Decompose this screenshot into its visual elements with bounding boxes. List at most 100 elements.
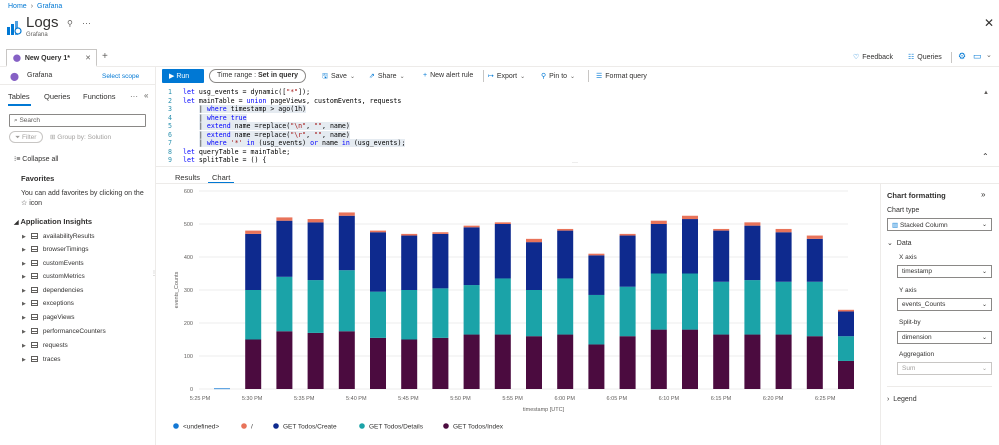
x-axis-select[interactable]: timestamp ⌄: [897, 265, 992, 278]
layout-icon[interactable]: ▭: [973, 51, 982, 61]
filter-button[interactable]: ⏷ Filter: [9, 131, 43, 143]
table-item[interactable]: ▶ browserTimings: [22, 246, 89, 253]
line-number: 5: [168, 122, 172, 130]
y-axis-title: events_Counts: [174, 271, 180, 308]
collapse-all-button[interactable]: ⁝≡ Collapse all: [14, 156, 59, 163]
more-icon[interactable]: ···: [82, 18, 91, 28]
scroll-up-icon[interactable]: ▲: [983, 90, 989, 96]
table-item[interactable]: ▶ dependencies: [22, 287, 84, 294]
save-button[interactable]: 🖫 Save ⌄: [322, 73, 355, 80]
bar-segment: [650, 273, 667, 330]
bar-segment: [432, 233, 449, 289]
bar-segment: [338, 215, 355, 271]
share-button[interactable]: ⇗ Share ⌄: [369, 73, 405, 80]
table-item[interactable]: ▶ pageViews: [22, 314, 75, 321]
line-number: 3: [168, 105, 172, 113]
bar-segment: [463, 225, 480, 228]
table-item[interactable]: ▶ traces: [22, 356, 61, 363]
divider: [887, 386, 992, 387]
close-icon[interactable]: ✕: [984, 16, 995, 30]
chevron-down-icon[interactable]: ⌄: [986, 52, 992, 59]
table-item[interactable]: ▶ customMetrics: [22, 273, 85, 280]
chart-type-select[interactable]: ▥ Stacked Column ⌄: [887, 218, 992, 231]
more-icon[interactable]: ···: [130, 92, 138, 101]
pin-icon: ⚲: [541, 73, 547, 80]
search-input[interactable]: ⌕ Search: [9, 114, 146, 127]
query-editor[interactable]: 1 let usg_events = dynamic(["*"]); 2 let…: [160, 86, 995, 164]
group-by-button[interactable]: ⊞ Group by: Solution: [50, 134, 112, 141]
stacked-column-chart: 0 100 200 300 400 500 600 events_Counts 5:25 PM 5…: [173, 189, 854, 431]
queries-button[interactable]: ☷ Queries: [908, 54, 942, 61]
split-by-select[interactable]: dimension ⌄: [897, 331, 992, 344]
collapse-editor-icon[interactable]: ⌃: [982, 152, 989, 161]
bar-segment: [806, 281, 823, 337]
format-query-button[interactable]: ☰ Format query: [596, 73, 647, 80]
tab-functions[interactable]: Functions: [83, 92, 116, 101]
line-number: 8: [168, 147, 172, 156]
chart-type-label: Chart type: [887, 207, 920, 214]
table-item[interactable]: ▶ exceptions: [22, 300, 74, 307]
breadcrumb-home[interactable]: Home: [8, 3, 27, 10]
new-alert-rule-button[interactable]: + New alert rule: [423, 72, 474, 79]
tab-chart[interactable]: Chart: [212, 173, 231, 182]
bar-segment: [744, 334, 761, 389]
x-tick-label: 6:15 PM: [711, 396, 732, 402]
select-scope-link[interactable]: Select scope: [102, 73, 140, 80]
tab-queries[interactable]: Queries: [44, 92, 71, 101]
bar-segment: [775, 232, 792, 282]
bar-segment: [775, 228, 792, 233]
legend-label: GET Todos/Index: [453, 424, 504, 431]
location-pin-icon: ⬤: [10, 72, 19, 81]
tab-new-query-1[interactable]: ⬤ New Query 1* ✕: [6, 49, 97, 67]
settings-gear-icon[interactable]: ⚙: [958, 51, 967, 61]
application-insights-section[interactable]: ◢ Application Insights: [14, 217, 93, 226]
code-line: | where '*' in (usg_events) or name in (…: [198, 139, 406, 147]
run-button[interactable]: ▶ Run: [162, 69, 204, 83]
y-axis-select[interactable]: events_Counts ⌄: [897, 298, 992, 311]
bar-segment: [526, 242, 542, 290]
caret-down-icon: ◢: [14, 220, 19, 226]
close-tab-icon[interactable]: ✕: [85, 55, 91, 62]
tab-tables[interactable]: Tables: [8, 92, 30, 101]
scope-row: [0, 68, 155, 85]
bar-segment: [588, 294, 605, 345]
data-section-toggle[interactable]: ⌄ Data: [887, 240, 912, 247]
tab-results[interactable]: Results: [175, 173, 201, 182]
caret-right-icon: ▶: [22, 247, 26, 253]
table-item[interactable]: ▶ availabilityResults: [22, 233, 95, 240]
bar-segment: [588, 344, 605, 389]
drag-handle-icon[interactable]: ···: [572, 160, 578, 166]
table-item[interactable]: ▶ performanceCounters: [22, 328, 106, 335]
code-line: let splitTable = () {: [183, 156, 267, 164]
heart-icon: ♡: [853, 54, 860, 61]
bar-segment: [338, 270, 355, 332]
x-tick-label: 5:30 PM: [242, 396, 263, 402]
breadcrumb-grafana[interactable]: Grafana: [37, 3, 63, 10]
bar-segment: [682, 219, 698, 274]
pin-to-button[interactable]: ⚲ Pin to ⌄: [541, 73, 576, 80]
pin-icon[interactable]: ⚲: [67, 19, 73, 28]
queries-icon: ☷: [908, 54, 915, 61]
x-tick-label: 6:10 PM: [659, 396, 680, 402]
add-tab-button[interactable]: +: [102, 51, 108, 62]
export-button[interactable]: ↦ Export ⌄: [488, 73, 526, 80]
drag-handle-icon[interactable]: ⋮: [151, 271, 157, 277]
table-item[interactable]: ▶ requests: [22, 342, 68, 349]
legend-section-toggle[interactable]: › Legend: [887, 396, 917, 403]
bar-segment: [245, 230, 262, 234]
bar-segment: [682, 329, 698, 389]
collapse-pane-icon[interactable]: «: [144, 91, 149, 100]
legend-marker: [359, 423, 365, 429]
collapse-right-pane-icon[interactable]: »: [981, 190, 986, 199]
bar-segment: [806, 238, 823, 282]
table-item[interactable]: ▶ customEvents: [22, 260, 84, 267]
bar-segment: [744, 225, 761, 281]
editor-results-splitter[interactable]: [156, 166, 999, 167]
pane-splitter[interactable]: [155, 67, 156, 445]
divider: [588, 70, 589, 82]
bar-segment: [307, 219, 324, 223]
feedback-button[interactable]: ♡ Feedback: [853, 54, 894, 61]
time-range-button[interactable]: Time range : Set in query: [209, 69, 307, 83]
x-axis-label: X axis: [899, 254, 917, 261]
export-icon: ↦: [488, 73, 494, 80]
